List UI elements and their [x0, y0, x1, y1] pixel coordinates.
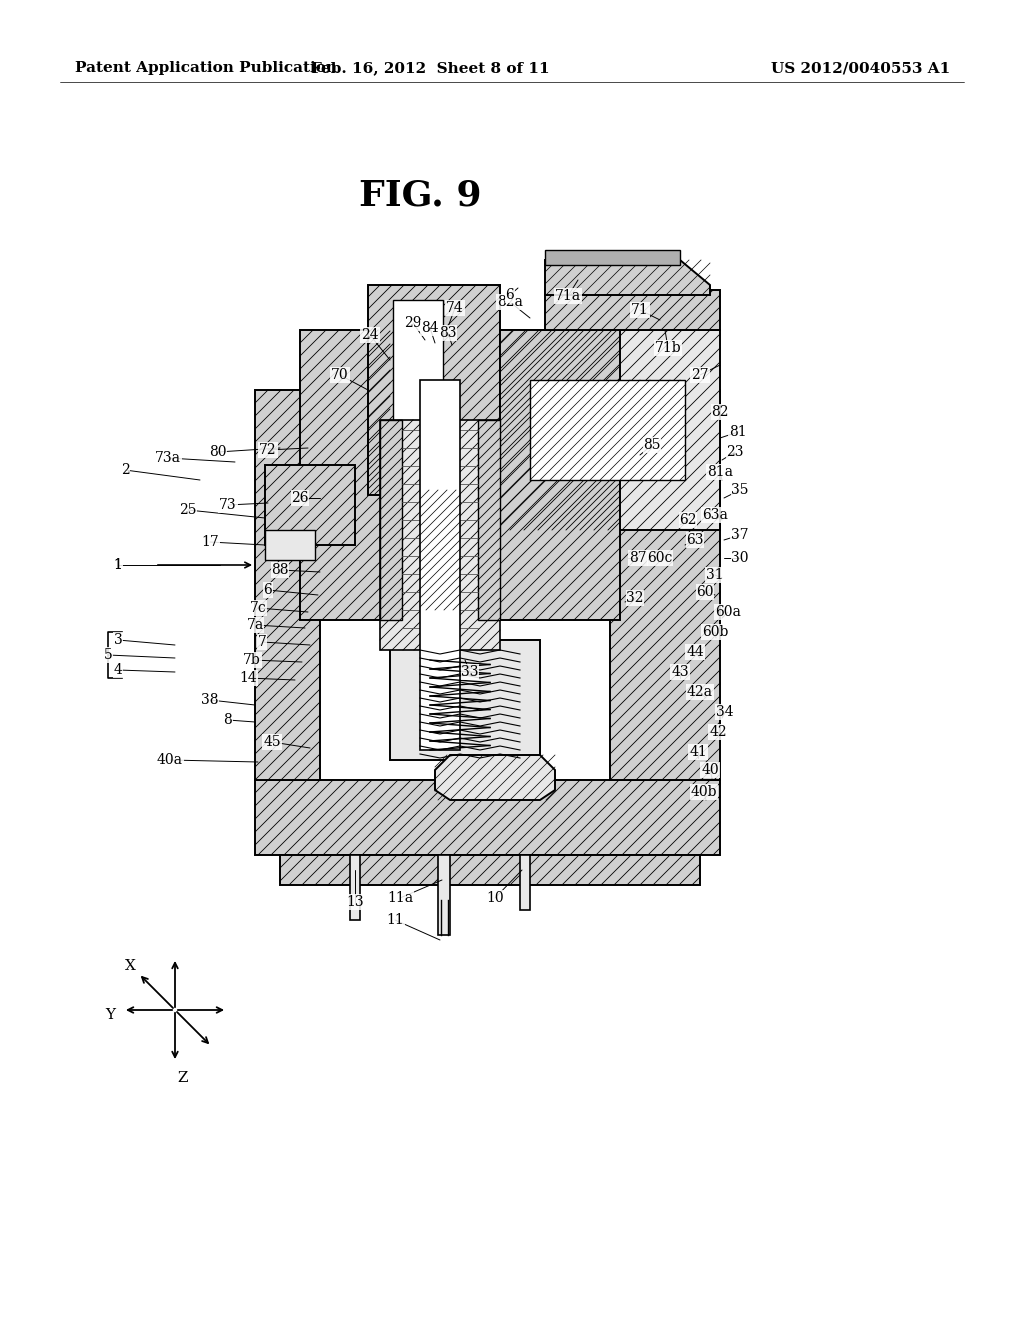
Text: Patent Application Publication: Patent Application Publication: [75, 61, 337, 75]
Text: 17: 17: [201, 535, 219, 549]
Text: Y: Y: [105, 1008, 115, 1022]
Text: 80: 80: [209, 445, 226, 459]
Text: 1: 1: [114, 558, 123, 572]
Text: 60c: 60c: [647, 550, 673, 565]
Text: 13: 13: [346, 895, 364, 909]
Text: 23: 23: [726, 445, 743, 459]
Text: 60a: 60a: [715, 605, 741, 619]
Text: 11: 11: [386, 913, 403, 927]
Text: 85: 85: [643, 438, 660, 451]
Text: 6: 6: [263, 583, 272, 597]
Text: 37: 37: [731, 528, 749, 543]
Text: 63: 63: [686, 533, 703, 546]
Text: 40a: 40a: [157, 752, 183, 767]
Text: 82a: 82a: [497, 294, 523, 309]
Text: 44: 44: [686, 645, 703, 659]
Text: 41: 41: [689, 744, 707, 759]
Text: 81: 81: [729, 425, 746, 440]
Bar: [545, 290, 720, 330]
Text: 14: 14: [240, 671, 257, 685]
Bar: [478, 420, 500, 620]
Text: 72: 72: [259, 444, 276, 457]
Bar: [350, 855, 360, 920]
Bar: [420, 380, 460, 750]
Bar: [500, 330, 620, 620]
Text: 38: 38: [202, 693, 219, 708]
Text: 3: 3: [114, 634, 123, 647]
Text: 63a: 63a: [702, 508, 728, 521]
Bar: [520, 855, 530, 909]
Text: 27: 27: [691, 368, 709, 381]
Text: 71b: 71b: [654, 341, 681, 355]
Polygon shape: [545, 260, 710, 294]
Text: 70: 70: [331, 368, 349, 381]
Text: 25: 25: [179, 503, 197, 517]
Text: 82: 82: [712, 405, 729, 418]
Text: 81a: 81a: [707, 465, 733, 479]
Bar: [438, 855, 450, 935]
Text: 7c: 7c: [250, 601, 266, 615]
Text: 7: 7: [258, 635, 266, 649]
Text: 83: 83: [439, 326, 457, 341]
Text: 4: 4: [114, 663, 123, 677]
Text: US 2012/0040553 A1: US 2012/0040553 A1: [771, 61, 950, 75]
Text: 40b: 40b: [691, 785, 717, 799]
Text: 24: 24: [361, 327, 379, 342]
Bar: [255, 780, 720, 855]
Text: Feb. 16, 2012  Sheet 8 of 11: Feb. 16, 2012 Sheet 8 of 11: [310, 61, 549, 75]
Bar: [390, 640, 540, 760]
Polygon shape: [435, 755, 555, 800]
Text: 31: 31: [707, 568, 724, 582]
Text: 84: 84: [421, 321, 439, 335]
Text: 7b: 7b: [243, 653, 261, 667]
Bar: [380, 420, 402, 620]
Bar: [265, 465, 355, 545]
Text: 7a: 7a: [247, 618, 263, 632]
Text: 10: 10: [486, 891, 504, 906]
Text: 73a: 73a: [155, 451, 181, 465]
Bar: [255, 389, 319, 780]
Text: 2: 2: [121, 463, 129, 477]
Text: 33: 33: [461, 665, 479, 678]
Text: 88: 88: [271, 564, 289, 577]
Bar: [300, 330, 390, 620]
Text: 32: 32: [627, 591, 644, 605]
Text: FIG. 9: FIG. 9: [358, 178, 481, 213]
Text: 1: 1: [114, 558, 123, 572]
Bar: [368, 285, 500, 495]
Text: 30: 30: [731, 550, 749, 565]
Text: 6: 6: [506, 288, 514, 302]
Text: 73: 73: [219, 498, 237, 512]
Bar: [530, 380, 685, 480]
Text: 62: 62: [679, 513, 696, 527]
Text: 71: 71: [631, 304, 649, 317]
Text: 34: 34: [716, 705, 734, 719]
Bar: [265, 531, 315, 560]
Text: X: X: [125, 958, 136, 973]
Bar: [610, 389, 720, 780]
Text: 87: 87: [629, 550, 647, 565]
Text: 45: 45: [263, 735, 281, 748]
Text: 71a: 71a: [555, 289, 581, 304]
Text: 40: 40: [701, 763, 719, 777]
Text: 29: 29: [404, 315, 422, 330]
Text: 42a: 42a: [687, 685, 713, 700]
Text: 8: 8: [223, 713, 232, 727]
Text: 60b: 60b: [701, 624, 728, 639]
Bar: [545, 249, 680, 265]
Text: 5: 5: [103, 648, 113, 663]
Bar: [380, 420, 500, 649]
Bar: [280, 855, 700, 884]
Bar: [500, 330, 720, 531]
Text: 35: 35: [731, 483, 749, 498]
Text: Z: Z: [178, 1071, 188, 1085]
Text: 60: 60: [696, 585, 714, 599]
Text: 43: 43: [671, 665, 689, 678]
Text: 11a: 11a: [387, 891, 413, 906]
Text: 74: 74: [446, 301, 464, 315]
Text: 26: 26: [291, 491, 309, 506]
Text: 42: 42: [710, 725, 727, 739]
Bar: [393, 300, 443, 475]
